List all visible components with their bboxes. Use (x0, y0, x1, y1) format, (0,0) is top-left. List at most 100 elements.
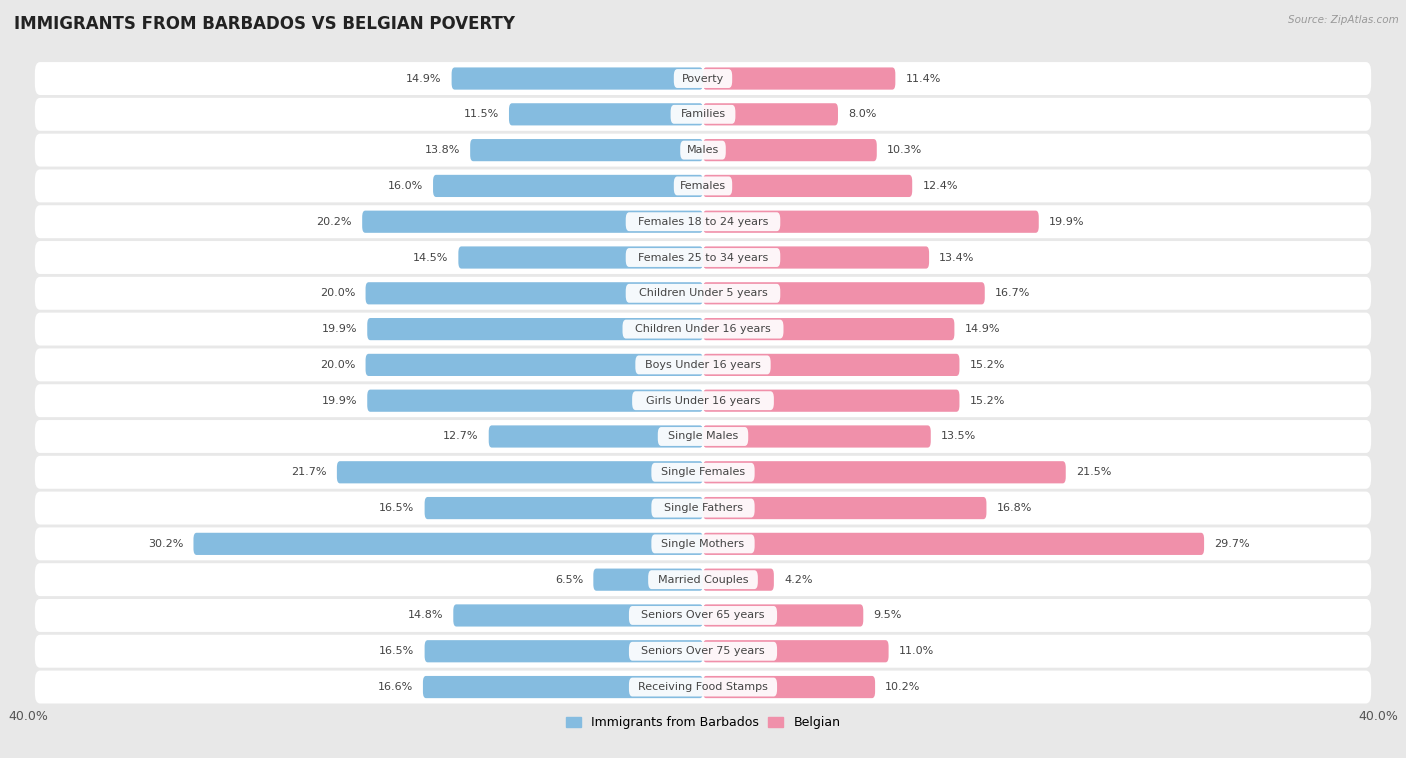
Text: Children Under 16 years: Children Under 16 years (636, 324, 770, 334)
Text: 4.2%: 4.2% (785, 575, 813, 584)
FancyBboxPatch shape (651, 499, 755, 518)
Text: 19.9%: 19.9% (322, 324, 357, 334)
Text: 14.9%: 14.9% (965, 324, 1000, 334)
FancyBboxPatch shape (425, 497, 703, 519)
Text: Source: ZipAtlas.com: Source: ZipAtlas.com (1288, 15, 1399, 25)
FancyBboxPatch shape (363, 211, 703, 233)
FancyBboxPatch shape (35, 205, 1371, 238)
Text: 16.5%: 16.5% (380, 503, 415, 513)
FancyBboxPatch shape (35, 62, 1371, 95)
Text: 15.2%: 15.2% (970, 396, 1005, 406)
Text: 16.5%: 16.5% (380, 647, 415, 656)
FancyBboxPatch shape (489, 425, 703, 447)
FancyBboxPatch shape (367, 318, 703, 340)
FancyBboxPatch shape (658, 427, 748, 446)
Text: 14.9%: 14.9% (406, 74, 441, 83)
FancyBboxPatch shape (35, 133, 1371, 167)
FancyBboxPatch shape (35, 277, 1371, 310)
Text: 11.5%: 11.5% (464, 109, 499, 119)
Text: Females 25 to 34 years: Females 25 to 34 years (638, 252, 768, 262)
Text: 12.4%: 12.4% (922, 181, 957, 191)
FancyBboxPatch shape (470, 139, 703, 161)
FancyBboxPatch shape (458, 246, 703, 268)
FancyBboxPatch shape (703, 390, 959, 412)
FancyBboxPatch shape (703, 676, 875, 698)
Text: Girls Under 16 years: Girls Under 16 years (645, 396, 761, 406)
FancyBboxPatch shape (35, 492, 1371, 525)
Text: Seniors Over 65 years: Seniors Over 65 years (641, 610, 765, 621)
FancyBboxPatch shape (35, 312, 1371, 346)
FancyBboxPatch shape (35, 563, 1371, 596)
FancyBboxPatch shape (703, 282, 984, 305)
FancyBboxPatch shape (509, 103, 703, 125)
FancyBboxPatch shape (35, 241, 1371, 274)
Text: 16.7%: 16.7% (995, 288, 1031, 299)
Text: 16.8%: 16.8% (997, 503, 1032, 513)
FancyBboxPatch shape (623, 320, 783, 339)
FancyBboxPatch shape (35, 170, 1371, 202)
Text: Single Mothers: Single Mothers (661, 539, 745, 549)
Text: IMMIGRANTS FROM BARBADOS VS BELGIAN POVERTY: IMMIGRANTS FROM BARBADOS VS BELGIAN POVE… (14, 15, 515, 33)
FancyBboxPatch shape (703, 497, 987, 519)
Text: Seniors Over 75 years: Seniors Over 75 years (641, 647, 765, 656)
Text: Married Couples: Married Couples (658, 575, 748, 584)
Text: 21.7%: 21.7% (291, 467, 326, 478)
FancyBboxPatch shape (433, 175, 703, 197)
FancyBboxPatch shape (366, 282, 703, 305)
Text: 12.7%: 12.7% (443, 431, 478, 441)
FancyBboxPatch shape (35, 671, 1371, 703)
Text: Families: Families (681, 109, 725, 119)
FancyBboxPatch shape (703, 246, 929, 268)
FancyBboxPatch shape (681, 141, 725, 159)
FancyBboxPatch shape (703, 318, 955, 340)
Text: 11.0%: 11.0% (898, 647, 934, 656)
Text: 13.4%: 13.4% (939, 252, 974, 262)
FancyBboxPatch shape (703, 354, 959, 376)
Text: 9.5%: 9.5% (873, 610, 901, 621)
FancyBboxPatch shape (337, 461, 703, 484)
FancyBboxPatch shape (703, 425, 931, 447)
FancyBboxPatch shape (703, 461, 1066, 484)
FancyBboxPatch shape (703, 533, 1204, 555)
FancyBboxPatch shape (453, 604, 703, 627)
Text: Females 18 to 24 years: Females 18 to 24 years (638, 217, 768, 227)
FancyBboxPatch shape (35, 599, 1371, 632)
Text: Boys Under 16 years: Boys Under 16 years (645, 360, 761, 370)
FancyBboxPatch shape (367, 390, 703, 412)
FancyBboxPatch shape (35, 384, 1371, 417)
Text: 19.9%: 19.9% (322, 396, 357, 406)
FancyBboxPatch shape (35, 349, 1371, 381)
FancyBboxPatch shape (651, 463, 755, 481)
FancyBboxPatch shape (703, 604, 863, 627)
Text: Females: Females (681, 181, 725, 191)
FancyBboxPatch shape (194, 533, 703, 555)
Text: 29.7%: 29.7% (1215, 539, 1250, 549)
Text: Poverty: Poverty (682, 74, 724, 83)
Text: 20.0%: 20.0% (321, 360, 356, 370)
FancyBboxPatch shape (626, 212, 780, 231)
Text: 16.6%: 16.6% (378, 682, 413, 692)
Text: 30.2%: 30.2% (148, 539, 183, 549)
FancyBboxPatch shape (703, 175, 912, 197)
FancyBboxPatch shape (673, 177, 733, 196)
Text: 10.3%: 10.3% (887, 145, 922, 155)
FancyBboxPatch shape (648, 570, 758, 589)
FancyBboxPatch shape (35, 634, 1371, 668)
FancyBboxPatch shape (35, 528, 1371, 560)
Text: 14.8%: 14.8% (408, 610, 443, 621)
FancyBboxPatch shape (651, 534, 755, 553)
FancyBboxPatch shape (671, 105, 735, 124)
FancyBboxPatch shape (35, 420, 1371, 453)
FancyBboxPatch shape (366, 354, 703, 376)
Text: Receiving Food Stamps: Receiving Food Stamps (638, 682, 768, 692)
Text: 13.8%: 13.8% (425, 145, 460, 155)
Text: Single Females: Single Females (661, 467, 745, 478)
Text: 19.9%: 19.9% (1049, 217, 1084, 227)
FancyBboxPatch shape (628, 678, 778, 697)
Text: 13.5%: 13.5% (941, 431, 976, 441)
FancyBboxPatch shape (633, 391, 773, 410)
Text: Single Fathers: Single Fathers (664, 503, 742, 513)
Text: 16.0%: 16.0% (388, 181, 423, 191)
Text: 20.2%: 20.2% (316, 217, 352, 227)
FancyBboxPatch shape (593, 568, 703, 590)
